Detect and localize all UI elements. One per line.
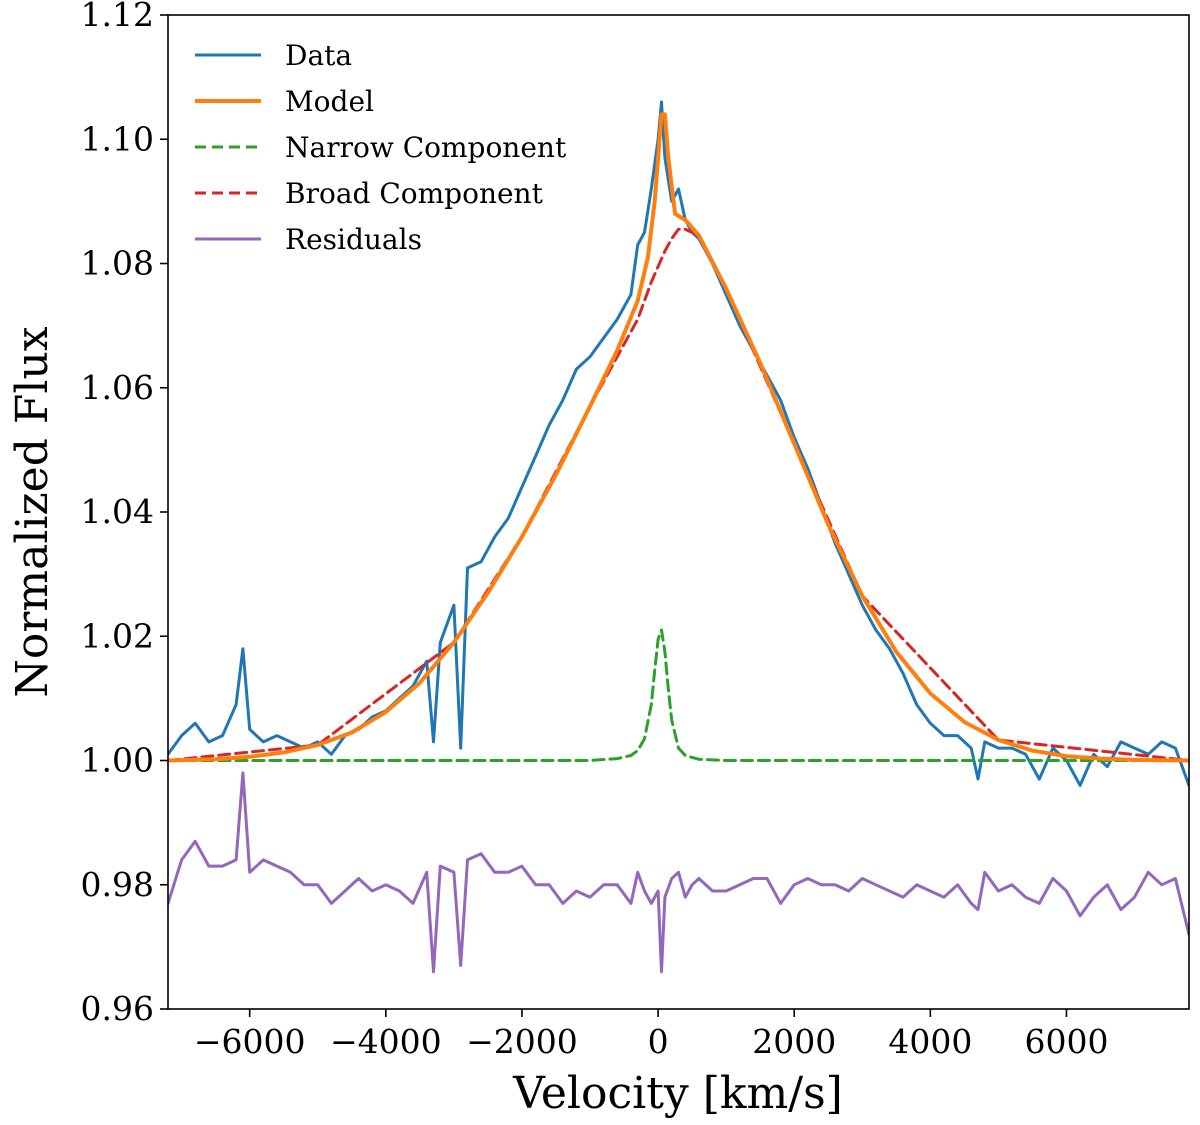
series-line-residuals: [168, 771, 1189, 974]
series-line-model: [168, 112, 1189, 763]
y-tick-label: 1.12: [81, 0, 154, 34]
x-tick-label: 4000: [888, 1022, 972, 1061]
x-tick-label: −4000: [330, 1022, 442, 1061]
y-tick-label: 1.06: [81, 368, 154, 407]
x-tick-label: 2000: [752, 1022, 836, 1061]
y-tick-label: 1.08: [81, 244, 154, 283]
y-tick-label: 1.04: [81, 492, 154, 531]
legend-label-narrow-component: Narrow Component: [285, 131, 567, 164]
y-tick-label: 1.02: [81, 616, 154, 655]
legend-label-model: Model: [285, 85, 374, 118]
y-tick-label: 0.98: [81, 865, 154, 904]
x-axis-title: Velocity [km/s]: [512, 1068, 843, 1119]
y-axis-title: Normalized Flux: [7, 326, 58, 697]
legend: Data Model Narrow Component Broad Component…: [195, 39, 567, 256]
y-tick-label: 1.00: [81, 741, 154, 780]
x-tick-label: 6000: [1024, 1022, 1108, 1061]
legend-label-broad-component: Broad Component: [285, 177, 544, 210]
x-tick-label: −6000: [194, 1022, 306, 1061]
ticks-layer: −6000 −4000 −2000 0 2000 4000 6000 0.96 0.98 1.00…: [81, 0, 1109, 1061]
x-tick-label: −2000: [466, 1022, 578, 1061]
x-tick-label: 0: [648, 1022, 669, 1061]
y-tick-label: 1.10: [81, 119, 154, 158]
y-tick-label: 0.96: [81, 989, 154, 1028]
legend-label-data: Data: [285, 39, 352, 72]
legend-label-residuals: Residuals: [285, 223, 422, 256]
series-line-narrow-component: [168, 628, 1189, 762]
series-layer: [168, 100, 1189, 974]
